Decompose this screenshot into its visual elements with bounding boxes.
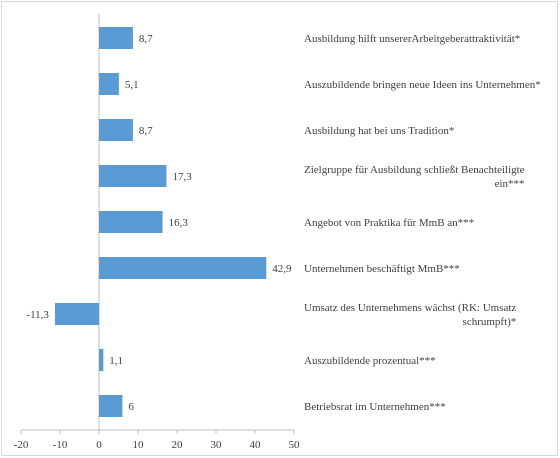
category-label: Auszubildende prozentual*** [304, 355, 436, 367]
bar [99, 165, 167, 187]
category-label: Auszubildende bringen neue Ideen ins Unt… [304, 79, 541, 91]
x-tick-label: 50 [289, 439, 301, 451]
category-label: Umsatz des Unternehmens wächst (RK: Umsa… [304, 302, 516, 328]
x-tick-label: 10 [133, 439, 145, 451]
x-tick-label: 20 [172, 439, 184, 451]
data-label: 6 [128, 401, 134, 413]
x-tick-label: -20 [14, 439, 29, 451]
bar [99, 395, 123, 417]
data-label: 17,3 [172, 171, 192, 183]
bar [99, 73, 119, 95]
bar [99, 349, 104, 371]
x-tick-label: -10 [53, 439, 68, 451]
bar [99, 211, 163, 233]
data-label: 8,7 [139, 33, 153, 45]
x-tick-label: 30 [211, 439, 223, 451]
category-label: Betriebsrat im Unternehmen*** [304, 401, 446, 413]
x-tick-label: 40 [250, 439, 262, 451]
bar [54, 303, 99, 325]
bar [99, 257, 267, 279]
data-label: -11,3 [26, 309, 49, 321]
category-label: Zielgruppe für Ausbildung schließt Benac… [304, 164, 525, 190]
category-label: Ausbildung hilft unsererArbeitgeberattra… [304, 33, 520, 45]
x-tick-label: 0 [96, 439, 102, 451]
data-label: 8,7 [139, 125, 153, 137]
data-label: 16,3 [169, 217, 189, 229]
category-label: Ausbildung hat bei uns Tradition* [304, 125, 454, 137]
bar [99, 27, 133, 49]
data-label: 42,9 [272, 263, 292, 275]
category-label: Angebot von Praktika für MmB an*** [304, 217, 474, 229]
data-label: 5,1 [125, 79, 139, 91]
category-label: Unternehmen beschäftigt MmB*** [304, 263, 460, 275]
data-label: 1,1 [109, 355, 123, 367]
bar [99, 119, 133, 141]
